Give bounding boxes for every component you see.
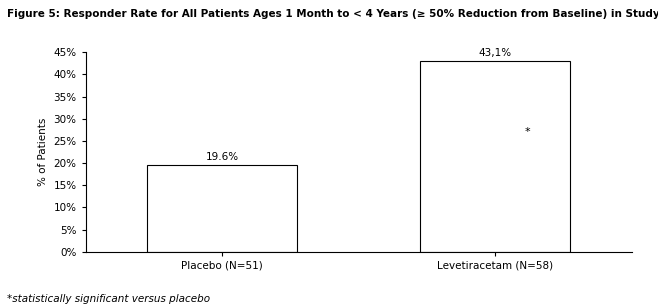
Text: *: * [525, 127, 531, 137]
Text: *statistically significant versus placebo: *statistically significant versus placeb… [7, 294, 210, 304]
Text: 19.6%: 19.6% [205, 152, 239, 162]
Bar [147, 165, 297, 252]
Bar [420, 60, 570, 252]
Y-axis label: % of Patients: % of Patients [38, 118, 48, 186]
Text: 43,1%: 43,1% [478, 48, 512, 57]
Text: Figure 5: Responder Rate for All Patients Ages 1 Month to < 4 Years (≥ 50% Reduc: Figure 5: Responder Rate for All Patient… [7, 9, 658, 19]
